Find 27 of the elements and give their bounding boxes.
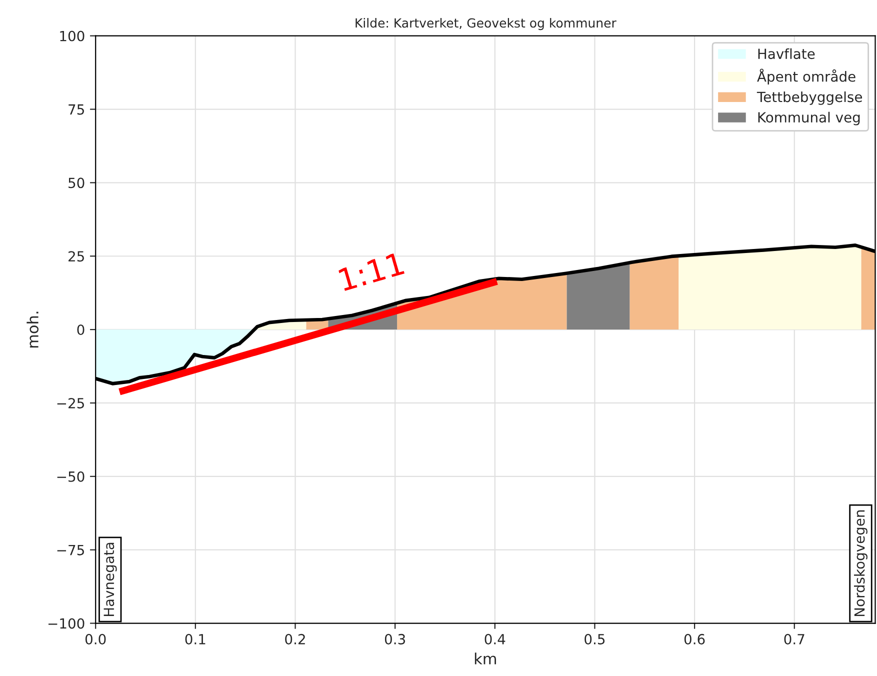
y-tick-label: −75 bbox=[57, 544, 84, 556]
x-tick-label: 0.5 bbox=[584, 634, 605, 644]
x-tick-label: 0.2 bbox=[285, 634, 305, 644]
annotation: 1:11 bbox=[338, 252, 404, 291]
y-tick-label: −25 bbox=[57, 398, 84, 408]
y-tick-label: 100 bbox=[60, 30, 84, 42]
y-tick-label: 75 bbox=[68, 104, 84, 115]
annotation: Havnegata bbox=[104, 542, 117, 616]
x-tick-label: 0.3 bbox=[384, 634, 406, 644]
x-tick-label: 0.0 bbox=[85, 634, 106, 644]
y-axis-title: moh. bbox=[26, 312, 39, 348]
legend-label: Åpent område bbox=[757, 68, 856, 84]
y-tick-label: −50 bbox=[57, 471, 84, 482]
chart-title: Kilde: Kartverket, Geovekst og kommuner bbox=[356, 18, 616, 30]
y-tick-label: 0 bbox=[77, 324, 84, 336]
legend-label: Havflate bbox=[758, 48, 815, 60]
legend-label: Kommunal veg bbox=[758, 112, 860, 126]
y-tick-label: 50 bbox=[68, 178, 84, 188]
y-tick-label: 25 bbox=[68, 251, 84, 262]
x-tick-label: 0.1 bbox=[185, 634, 206, 644]
x-axis-title: km bbox=[474, 652, 496, 664]
x-tick-label: 0.6 bbox=[684, 634, 705, 644]
annotation: Nordskogvegen bbox=[854, 510, 868, 616]
x-tick-label: 0.4 bbox=[484, 634, 506, 644]
y-tick-label: −100 bbox=[48, 618, 84, 629]
x-tick-label: 0.7 bbox=[784, 634, 804, 644]
legend-label: Tettbebyggelse bbox=[756, 91, 862, 105]
